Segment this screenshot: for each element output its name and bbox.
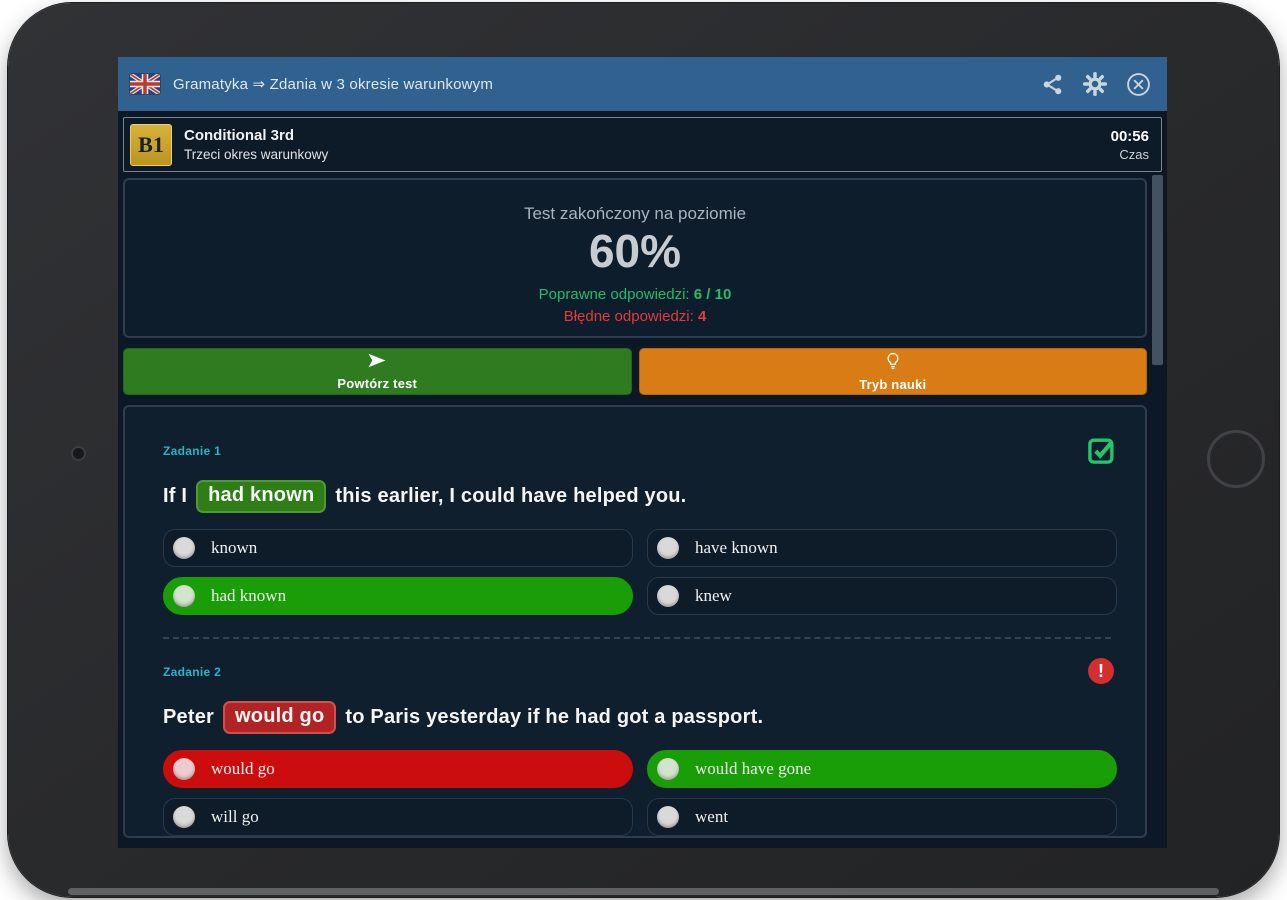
- wrong-exclamation-icon: !: [1085, 655, 1117, 687]
- lesson-title: Conditional 3rd: [184, 127, 294, 144]
- option-label: would have gone: [695, 759, 812, 778]
- app-screen: Gramatyka ⇒ Zdania w 3 okresie warunkowy…: [118, 57, 1167, 848]
- radio-icon: [657, 537, 679, 559]
- uk-flag-icon: [130, 74, 160, 94]
- settings-gear-icon[interactable]: [1082, 71, 1108, 97]
- result-panel: Test zakończony na poziomie 60% Poprawne…: [123, 178, 1147, 338]
- question-2-options: would go would have gone will go went: [163, 750, 1117, 836]
- lesson-subtitle: Trzeci okres warunkowy: [184, 147, 329, 162]
- correct-answers-value: 6 / 10: [693, 285, 732, 303]
- lesson-header: B1 Conditional 3rd Trzeci okres warunkow…: [123, 117, 1162, 172]
- correct-check-icon: [1085, 434, 1117, 466]
- radio-icon: [173, 585, 195, 607]
- question-2-sentence: Peter would go to Paris yesterday if he …: [163, 701, 1117, 734]
- level-badge: B1: [130, 123, 172, 166]
- correct-answers-line: Poprawne odpowiedzi: 6 / 10: [539, 286, 732, 303]
- radio-icon: [657, 806, 679, 828]
- tablet-frame: Gramatyka ⇒ Zdania w 3 okresie warunkowy…: [8, 3, 1279, 897]
- repeat-test-button[interactable]: Powtórz test: [123, 348, 632, 395]
- option-label: have known: [695, 538, 778, 557]
- correct-answers-label: Poprawne odpowiedzi:: [538, 285, 694, 303]
- timer-label: Czas: [1119, 146, 1149, 162]
- topbar: Gramatyka ⇒ Zdania w 3 okresie warunkowy…: [118, 57, 1167, 111]
- lightbulb-icon: [884, 352, 902, 375]
- sentence-pre: Peter: [163, 706, 215, 728]
- wrong-answers-line: Błędne odpowiedzi: 4: [564, 308, 707, 325]
- question-2-header: Zadanie 2 !: [163, 655, 1117, 687]
- home-button[interactable]: [1207, 430, 1265, 488]
- answer-option-correct[interactable]: had known: [163, 577, 633, 615]
- sentence-post: to Paris yesterday if he had got a passp…: [345, 706, 764, 728]
- question-2-label: Zadanie 2: [163, 665, 222, 679]
- answer-option[interactable]: have known: [647, 529, 1117, 567]
- question-1: Zadanie 1 If I had known this earlier, I…: [163, 434, 1117, 615]
- answer-option[interactable]: will go: [163, 798, 633, 836]
- option-label: known: [211, 538, 258, 557]
- question-1-label: Zadanie 1: [163, 444, 222, 458]
- scrollbar-thumb[interactable]: [1152, 175, 1163, 365]
- questions-panel: Zadanie 1 If I had known this earlier, I…: [123, 405, 1147, 838]
- option-label: would go: [211, 759, 275, 778]
- sentence-answer-chip: would go: [223, 701, 337, 734]
- wrong-answers-label: Błędne odpowiedzi:: [563, 307, 698, 325]
- radio-icon: [173, 758, 195, 780]
- timer-value: 00:56: [1110, 127, 1149, 145]
- answer-option[interactable]: went: [647, 798, 1117, 836]
- radio-icon: [173, 806, 195, 828]
- question-2: Zadanie 2 ! Peter would go to Paris yest…: [163, 655, 1117, 836]
- breadcrumb: Gramatyka ⇒ Zdania w 3 okresie warunkowy…: [173, 76, 494, 93]
- option-label: had known: [211, 586, 287, 605]
- option-label: knew: [695, 586, 732, 605]
- learning-mode-label: Tryb nauki: [859, 376, 927, 392]
- answer-option-wrong[interactable]: would go: [163, 750, 633, 788]
- learning-mode-button[interactable]: Tryb nauki: [638, 348, 1147, 395]
- result-heading: Test zakończony na poziomie: [523, 204, 747, 223]
- sentence-post: this earlier, I could have helped you.: [335, 485, 687, 507]
- question-divider: [163, 637, 1111, 639]
- question-1-sentence: If I had known this earlier, I could hav…: [163, 480, 1117, 513]
- answer-option[interactable]: knew: [647, 577, 1117, 615]
- answer-option[interactable]: known: [163, 529, 633, 567]
- lesson-titles: Conditional 3rd Trzeci okres warunkowy: [184, 127, 328, 162]
- answer-option-correct[interactable]: would have gone: [647, 750, 1117, 788]
- camera-dot: [71, 446, 86, 461]
- option-label: will go: [211, 807, 259, 826]
- radio-icon: [657, 585, 679, 607]
- close-icon[interactable]: [1125, 71, 1151, 97]
- sentence-pre: If I: [163, 485, 188, 507]
- repeat-test-label: Powtórz test: [337, 376, 418, 391]
- action-buttons: Powtórz test Tryb nauki: [123, 348, 1147, 395]
- radio-icon: [657, 758, 679, 780]
- topbar-actions: [1039, 71, 1151, 97]
- wrong-answers-value: 4: [697, 307, 707, 325]
- play-arrow-icon: [366, 352, 388, 374]
- question-1-options: known have known had known knew: [163, 529, 1117, 615]
- radio-icon: [173, 537, 195, 559]
- sentence-answer-chip: had known: [196, 480, 327, 513]
- option-label: went: [695, 807, 729, 826]
- question-1-header: Zadanie 1: [163, 434, 1117, 466]
- result-score: 60%: [588, 225, 682, 277]
- timer: 00:56 Czas: [1111, 128, 1149, 162]
- share-icon[interactable]: [1039, 71, 1065, 97]
